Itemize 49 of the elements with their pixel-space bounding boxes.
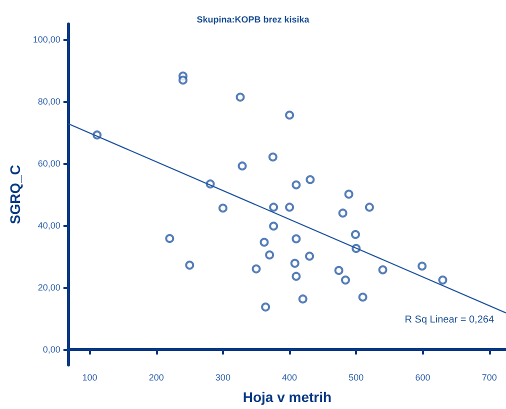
y-axis-title: SGRQ_C [7,164,23,224]
point [265,250,274,260]
x-tick-label: 500 [348,372,364,382]
point [178,76,188,85]
point [268,152,278,162]
x-axis-title: Hoja v metrih [242,389,332,405]
point [306,175,315,184]
point [438,276,448,285]
y-tick-label: 40,00 [38,220,60,230]
point [350,230,360,239]
point [218,204,228,213]
point [344,190,354,199]
point [261,302,270,312]
y-tick-label: 20,00 [38,282,60,292]
x-tick-label: 100 [82,372,98,382]
point [340,276,350,285]
point [185,260,194,270]
point [364,202,374,212]
x-tick-label: 600 [415,372,430,382]
point [292,234,301,244]
chart-title: Skupina:KOPB brez kisika [196,14,310,24]
point [298,294,308,304]
point [305,252,314,261]
y-tick-label: 80,00 [38,96,60,106]
point [269,222,278,231]
point [285,202,294,212]
point [418,262,427,271]
point [378,265,388,274]
point [292,180,301,190]
x-tick-label: 700 [482,372,497,382]
point [269,202,278,212]
point [165,234,174,244]
point [290,258,300,268]
point [338,208,348,218]
y-tick-label: 0,00 [42,344,60,354]
annotation: R Sq Linear = 0,264 [404,314,494,326]
point [334,266,344,275]
x-tick-label: 300 [215,372,230,382]
y-tick-label: 100,00 [32,34,60,44]
point [238,161,247,170]
point [292,272,301,281]
x-tick-label: 200 [148,372,164,382]
y-tick-label: 60,00 [38,158,60,168]
x-tick-label: 400 [282,372,298,382]
point [236,92,245,102]
point [252,264,261,274]
point [260,238,269,247]
point [358,292,368,302]
point [285,110,294,120]
